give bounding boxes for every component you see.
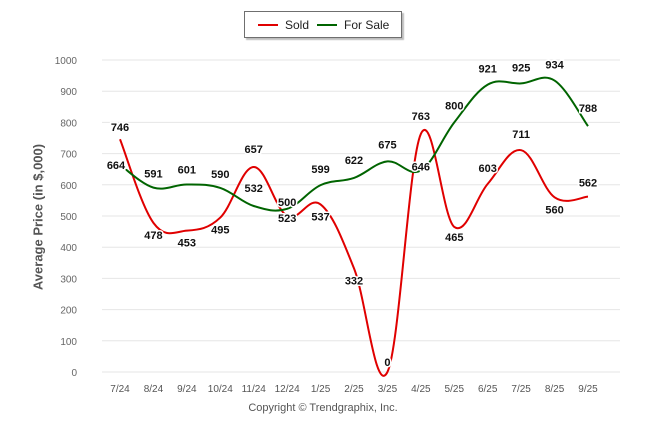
data-label-sold: 657 <box>245 144 263 156</box>
data-label-for-sale: 599 <box>311 164 329 176</box>
y-tick-label: 700 <box>60 150 77 161</box>
data-label-for-sale: 523 <box>278 213 296 225</box>
data-label-for-sale: 800 <box>445 100 463 112</box>
y-tick-label: 900 <box>60 87 77 98</box>
data-label-sold: 465 <box>445 232 463 244</box>
x-tick-label: 10/24 <box>208 384 233 395</box>
data-label-sold: 711 <box>512 129 530 141</box>
legend-item-sold[interactable]: Sold <box>258 16 309 34</box>
x-tick-label: 8/24 <box>144 384 164 395</box>
axis-ticks: 0 100 200 300 400 500 600 700 800 900 1000 7/24 8/24… <box>55 56 598 395</box>
y-tick-label: 400 <box>60 243 77 254</box>
copyright-footer: Copyright © Trendgraphix, Inc. <box>248 402 398 414</box>
legend-item-for-sale[interactable]: For Sale <box>317 16 389 34</box>
data-label-for-sale: 675 <box>378 139 396 151</box>
data-label-sold: 763 <box>412 111 430 123</box>
x-tick-label: 3/25 <box>378 384 398 395</box>
y-tick-label: 200 <box>60 306 77 317</box>
x-tick-label: 1/25 <box>311 384 331 395</box>
x-tick-label: 5/25 <box>445 384 465 395</box>
data-label-for-sale: 646 <box>412 161 430 173</box>
y-tick-label: 500 <box>60 212 77 223</box>
x-tick-label: 6/25 <box>478 384 498 395</box>
y-tick-label: 1000 <box>55 56 78 67</box>
data-label-for-sale: 925 <box>512 62 530 74</box>
x-tick-label: 4/25 <box>411 384 431 395</box>
data-labels: 746 478 453 495 657 500 537 332 0 763 465 603 711 560… <box>105 58 598 370</box>
grid-lines <box>102 59 620 373</box>
data-label-for-sale: 921 <box>479 64 497 76</box>
data-label-sold: 560 <box>545 204 563 216</box>
x-tick-label: 2/25 <box>344 384 364 395</box>
data-label-sold: 746 <box>111 122 129 134</box>
y-tick-label: 800 <box>60 118 77 129</box>
data-label-for-sale: 590 <box>211 169 229 181</box>
data-label-for-sale: 934 <box>545 60 564 72</box>
x-tick-label: 7/25 <box>511 384 531 395</box>
legend-swatch-for-sale <box>317 24 337 26</box>
y-axis-title: Average Price (in $,000) <box>30 143 46 291</box>
y-tick-label: 300 <box>60 274 77 285</box>
x-tick-label: 8/25 <box>545 384 565 395</box>
series-lines <box>119 76 589 377</box>
data-label-for-sale: 664 <box>107 160 126 172</box>
legend-label-sold: Sold <box>285 18 310 32</box>
series-line-for-sale <box>119 76 589 212</box>
series-line-sold <box>119 129 589 377</box>
x-tick-label: 9/25 <box>578 384 598 395</box>
data-label-for-sale: 601 <box>178 164 196 176</box>
y-tick-label: 100 <box>60 337 77 348</box>
data-label-for-sale: 591 <box>144 169 162 181</box>
x-tick-label: 9/24 <box>177 384 197 395</box>
y-tick-label: 0 <box>71 368 77 379</box>
data-label-sold: 453 <box>178 238 196 250</box>
data-label-sold: 562 <box>579 178 597 190</box>
data-label-sold: 478 <box>144 230 162 242</box>
x-tick-label: 7/24 <box>110 384 130 395</box>
data-label-for-sale: 622 <box>345 155 363 167</box>
y-tick-label: 600 <box>60 181 77 192</box>
data-label-sold: 0 <box>384 357 390 369</box>
data-label-sold: 495 <box>211 225 229 237</box>
legend-label-for-sale: For Sale <box>344 18 390 32</box>
data-label-for-sale: 532 <box>245 183 263 195</box>
x-tick-label: 11/24 <box>242 384 267 395</box>
legend-swatch-sold <box>258 24 278 26</box>
legend: Sold For Sale <box>244 11 402 38</box>
data-label-sold: 537 <box>311 211 329 223</box>
data-label-sold: 332 <box>345 275 363 287</box>
data-label-sold: 500 <box>278 197 296 209</box>
x-tick-label: 12/24 <box>275 384 300 395</box>
data-label-sold: 603 <box>479 163 497 175</box>
data-label-for-sale: 788 <box>579 103 597 115</box>
